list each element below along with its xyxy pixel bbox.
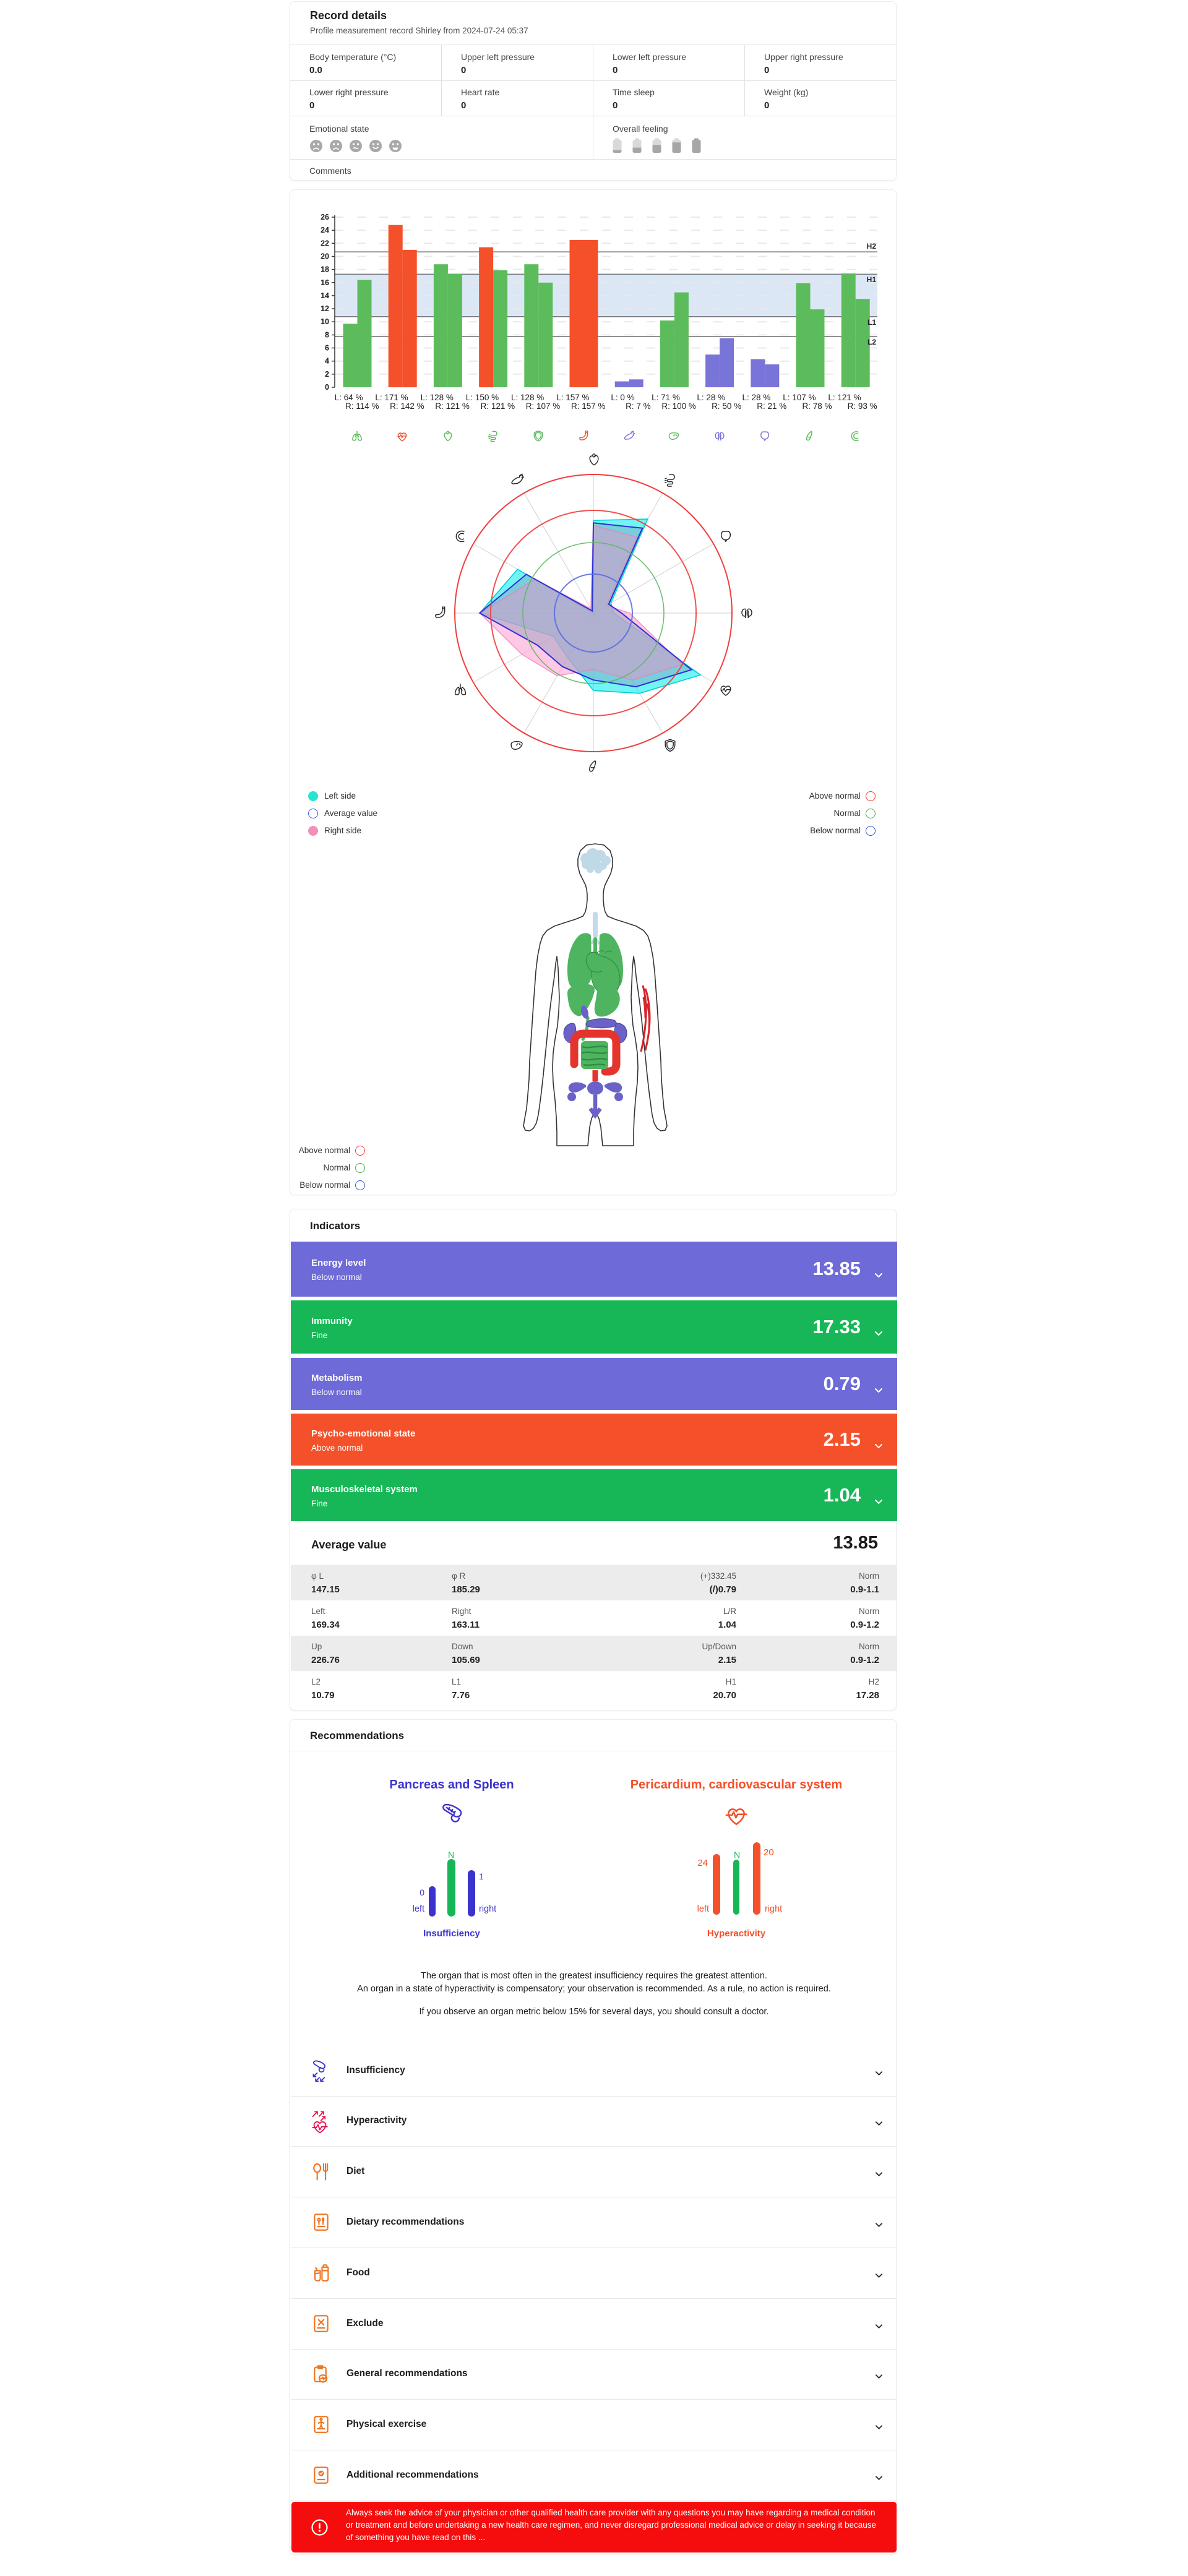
svg-text:L: 0 %: L: 0 % bbox=[611, 393, 634, 402]
svg-text:R: 121 %: R: 121 % bbox=[435, 401, 470, 411]
svg-text:18: 18 bbox=[321, 265, 329, 274]
svg-text:L: 157 %: L: 157 % bbox=[556, 393, 589, 402]
svg-text:L: 28 %: L: 28 % bbox=[697, 393, 725, 402]
svg-text:L: 71 %: L: 71 % bbox=[652, 393, 680, 402]
svg-text:L: 64 %: L: 64 % bbox=[335, 393, 363, 402]
svg-text:H2: H2 bbox=[867, 242, 877, 251]
svg-text:R: 21 %: R: 21 % bbox=[757, 401, 786, 411]
svg-text:L: 107 %: L: 107 % bbox=[783, 393, 816, 402]
svg-text:4: 4 bbox=[325, 357, 329, 366]
svg-text:0: 0 bbox=[325, 383, 329, 392]
svg-text:10: 10 bbox=[321, 317, 329, 326]
svg-text:8: 8 bbox=[325, 330, 329, 339]
svg-text:22: 22 bbox=[321, 239, 329, 247]
svg-text:20: 20 bbox=[321, 252, 329, 261]
svg-text:R: 114 %: R: 114 % bbox=[345, 401, 379, 411]
svg-text:R: 100 %: R: 100 % bbox=[661, 401, 696, 411]
svg-text:H1: H1 bbox=[867, 275, 877, 284]
svg-text:R: 121 %: R: 121 % bbox=[481, 401, 515, 411]
svg-text:2: 2 bbox=[325, 370, 329, 379]
svg-text:R: 107 %: R: 107 % bbox=[526, 401, 561, 411]
svg-text:R: 93 %: R: 93 % bbox=[848, 401, 877, 411]
svg-text:R: 142 %: R: 142 % bbox=[390, 401, 424, 411]
svg-text:R: 7 %: R: 7 % bbox=[626, 401, 651, 411]
svg-text:R: 50 %: R: 50 % bbox=[712, 401, 741, 411]
svg-text:R: 157 %: R: 157 % bbox=[571, 401, 606, 411]
svg-text:L: 171 %: L: 171 % bbox=[375, 393, 408, 402]
svg-text:L: 121 %: L: 121 % bbox=[828, 393, 861, 402]
svg-text:R: 78 %: R: 78 % bbox=[802, 401, 832, 411]
svg-text:24: 24 bbox=[321, 226, 329, 234]
svg-text:L1: L1 bbox=[867, 318, 876, 327]
svg-text:16: 16 bbox=[321, 278, 329, 287]
svg-text:L: 128 %: L: 128 % bbox=[511, 393, 544, 402]
svg-text:26: 26 bbox=[321, 213, 329, 221]
svg-text:L: 28 %: L: 28 % bbox=[742, 393, 771, 402]
svg-text:L2: L2 bbox=[867, 338, 876, 346]
svg-text:L: 128 %: L: 128 % bbox=[421, 393, 454, 402]
svg-text:6: 6 bbox=[325, 344, 329, 353]
svg-text:12: 12 bbox=[321, 304, 329, 313]
svg-text:L: 150 %: L: 150 % bbox=[466, 393, 499, 402]
svg-text:14: 14 bbox=[321, 291, 329, 300]
